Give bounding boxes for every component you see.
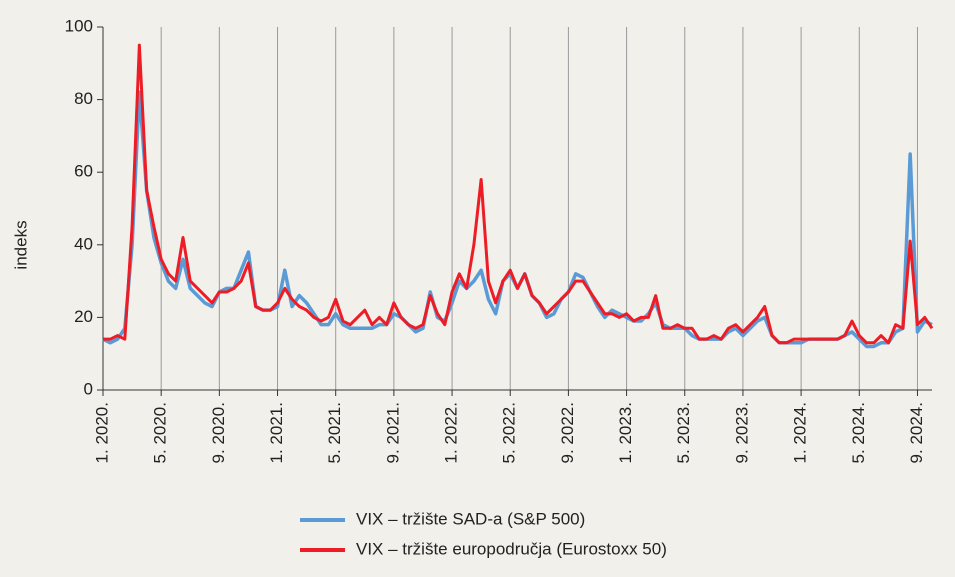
series-line (103, 43, 934, 345)
x-tick-label: 5. 2023. (674, 402, 693, 463)
y-tick-label: 40 (74, 234, 93, 253)
legend-label: VIX – tržište europodručja (Eurostoxx 50… (356, 539, 667, 558)
x-tick-label: 5. 2020. (151, 402, 170, 463)
x-tick-label: 5. 2021. (325, 402, 344, 463)
y-tick-label: 0 (84, 379, 93, 398)
x-tick-label: 1. 2024. (791, 402, 810, 463)
x-tick-label: 9. 2021. (383, 402, 402, 463)
x-tick-label: 5. 2022. (500, 402, 519, 463)
y-axis-label: indeks (11, 220, 30, 269)
y-tick-label: 80 (74, 89, 93, 108)
x-tick-label: 1. 2023. (616, 402, 635, 463)
x-tick-label: 1. 2020. (92, 402, 111, 463)
x-tick-label: 1. 2021. (267, 402, 286, 463)
x-tick-label: 9. 2024. (907, 402, 926, 463)
x-tick-label: 9. 2023. (732, 402, 751, 463)
x-tick-label: 1. 2022. (442, 402, 461, 463)
x-tick-label: 9. 2022. (558, 402, 577, 463)
x-tick-label: 5. 2024. (849, 402, 868, 463)
legend-label: VIX – tržište SAD-a (S&P 500) (356, 509, 585, 528)
y-tick-label: 60 (74, 162, 93, 181)
y-tick-label: 100 (65, 16, 93, 35)
x-tick-label: 9. 2020. (209, 402, 228, 463)
y-tick-label: 20 (74, 307, 93, 326)
